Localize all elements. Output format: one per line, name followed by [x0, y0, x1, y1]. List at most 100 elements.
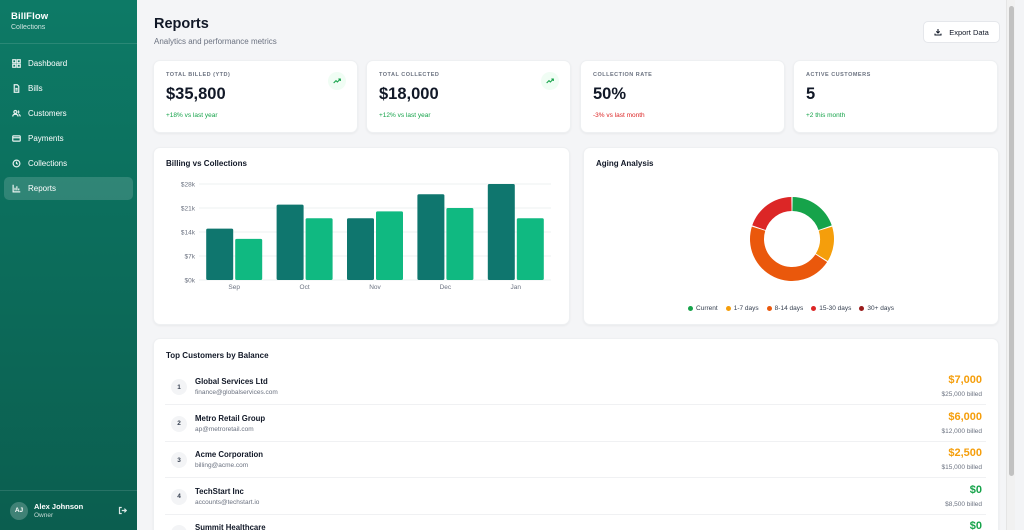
logout-icon	[118, 506, 128, 514]
bar[interactable]	[347, 218, 374, 280]
legend-item: 15-30 days	[811, 305, 851, 312]
bar-chart-icon	[12, 184, 21, 193]
table-row[interactable]: 1 Global Services Ltd finance@globalservic…	[165, 369, 986, 405]
document-icon	[13, 84, 20, 93]
sidebar-item-customers[interactable]: Customers	[4, 102, 133, 125]
stat-change: +12% vs last year	[379, 112, 431, 119]
customer-balance: $2,500	[948, 447, 982, 459]
legend-item: Current	[688, 305, 718, 312]
customer-billed: $8,500 billed	[945, 500, 982, 508]
stat-card-active-customers: ACTIVE CUSTOMERS 5 +2 this month	[793, 60, 998, 133]
y-tick-label: $7k	[185, 254, 196, 261]
customer-name: Acme Corporation	[195, 450, 264, 459]
pie-slice[interactable]	[792, 197, 832, 230]
stat-card-total-collected: TOTAL COLLECTED $18,000 +12% vs last yea…	[366, 60, 571, 133]
customer-billed: $12,000 billed	[941, 427, 982, 435]
customer-name: TechStart Inc	[195, 486, 244, 496]
avatar: AJ	[10, 501, 28, 520]
customer-name: Metro Retail Group	[195, 413, 266, 423]
stat-label: TOTAL COLLECTED	[379, 72, 440, 78]
brand: BillFlow Collections	[0, 0, 137, 44]
stat-card-total-billed: TOTAL BILLED (YTD) $35,800 +18% vs last …	[153, 60, 358, 133]
pie-slice[interactable]	[815, 226, 834, 261]
panel-title: Top Customers by Balance	[166, 351, 269, 360]
pie-slice[interactable]	[752, 197, 792, 230]
x-tick-label: Dec	[440, 284, 452, 291]
x-tick-label: Jan	[511, 284, 522, 291]
trending-up-icon	[546, 78, 554, 84]
sidebar-item-label: Customers	[28, 109, 67, 118]
stat-label: TOTAL BILLED (YTD)	[166, 72, 231, 78]
sidebar: BillFlow Collections Dashboard Bills Cus…	[0, 0, 137, 530]
pie-slice[interactable]	[750, 226, 828, 282]
logout-button[interactable]	[118, 502, 128, 520]
legend-label: 8-14 days	[774, 305, 804, 312]
brand-subtitle: Collections	[11, 24, 46, 31]
rank-badge: 5	[171, 525, 187, 530]
sidebar-item-label: Payments	[28, 134, 64, 143]
stat-change: -3% vs last month	[593, 112, 645, 119]
sidebar-item-dashboard[interactable]: Dashboard	[4, 52, 133, 75]
customer-email: finance@globalservices.com	[195, 389, 278, 396]
customer-balance: $0	[969, 520, 982, 530]
legend-item: 8-14 days	[766, 305, 804, 312]
clock-icon	[12, 159, 21, 168]
rank-badge: 3	[171, 452, 187, 468]
legend-label: 15-30 days	[819, 305, 852, 312]
x-tick-label: Sep	[228, 284, 240, 291]
main-content: Reports Analytics and performance metric…	[137, 0, 1015, 530]
table-row[interactable]: 4 TechStart Inc accounts@techstart.io $0 $8,…	[165, 479, 986, 515]
legend-dot	[725, 306, 731, 311]
export-label: Export Data	[949, 27, 989, 37]
credit-card-icon	[12, 135, 21, 142]
scrollbar-thumb[interactable]	[1009, 6, 1014, 476]
legend-label: Current	[696, 305, 718, 312]
customer-email: ap@metroretail.com	[195, 425, 254, 433]
sidebar-item-bills[interactable]: Bills	[4, 77, 133, 100]
y-tick-label: $0k	[185, 278, 196, 285]
bar[interactable]	[487, 184, 515, 280]
table-row[interactable]: 2 Metro Retail Group ap@metroretail.com $6,…	[165, 406, 986, 442]
user-name: Alex Johnson	[34, 502, 84, 511]
scrollbar[interactable]	[1006, 0, 1015, 530]
bar[interactable]	[417, 194, 445, 280]
aging-analysis-panel: Aging Analysis Current 1-7 days 8-14 days 1…	[583, 147, 999, 325]
sidebar-item-collections[interactable]: Collections	[4, 152, 133, 175]
stat-change: +18% vs last year	[166, 112, 218, 119]
bar[interactable]	[376, 211, 403, 280]
export-data-button[interactable]: Export Data	[923, 21, 1000, 43]
sidebar-item-reports[interactable]: Reports	[4, 177, 133, 200]
rank-badge: 4	[171, 488, 187, 505]
customer-billed: $15,000 billed	[941, 464, 982, 471]
x-tick-label: Nov	[369, 284, 381, 291]
sidebar-item-label: Dashboard	[28, 59, 68, 68]
brand-name: BillFlow	[11, 11, 49, 22]
y-tick-label: $21k	[181, 206, 196, 213]
bar[interactable]	[305, 218, 333, 280]
stat-value: 50%	[593, 85, 627, 103]
sidebar-item-payments[interactable]: Payments	[4, 127, 133, 150]
sidebar-item-label: Bills	[28, 84, 43, 93]
bar[interactable]	[206, 228, 234, 280]
legend-dot	[859, 306, 865, 311]
customer-balance: $7,000	[948, 374, 982, 386]
legend-dot	[688, 306, 694, 311]
rank-badge: 1	[171, 379, 187, 395]
bar-chart: $0k $7k $14k $21k $28k Sep Oct Nov Dec Jan	[181, 182, 551, 291]
user-profile: AJ Alex Johnson Owner	[0, 490, 137, 530]
stat-label: ACTIVE CUSTOMERS	[806, 72, 871, 78]
top-customers-panel: Top Customers by Balance 1 Global Service…	[153, 338, 999, 530]
table-row[interactable]: 5 Summit Healthcare $0	[165, 515, 986, 530]
stat-card-collection-rate: COLLECTION RATE 50% -3% vs last month	[580, 60, 785, 133]
customer-balance: $6,000	[948, 410, 982, 423]
table-row[interactable]: 3 Acme Corporation billing@acme.com $2,500 $…	[165, 442, 986, 478]
stat-value: 5	[806, 85, 816, 103]
bar[interactable]	[516, 218, 544, 280]
bar[interactable]	[276, 204, 304, 280]
bar[interactable]	[235, 238, 263, 280]
customer-name: Summit Healthcare	[195, 523, 266, 530]
bar[interactable]	[446, 208, 474, 280]
customer-email: accounts@techstart.io	[195, 498, 260, 506]
y-tick-label: $28k	[181, 182, 196, 189]
sidebar-item-label: Reports	[28, 184, 57, 193]
